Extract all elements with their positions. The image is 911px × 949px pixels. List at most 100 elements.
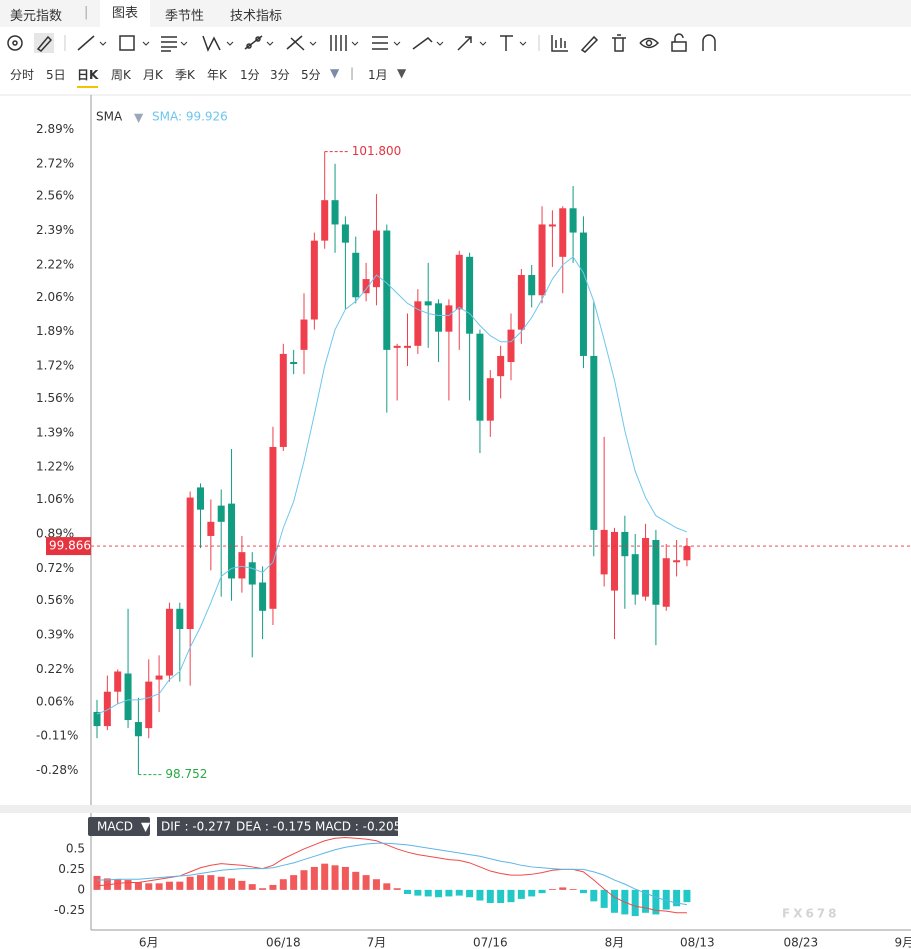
tool-icon[interactable] [77, 35, 107, 51]
candle-body [165, 608, 173, 676]
tool-icon[interactable] [372, 36, 401, 50]
tab-bar: 美元指数 | 图表 季节性 技术指标 [0, 0, 911, 27]
macd-bar [486, 889, 494, 903]
tool-icon[interactable] [34, 33, 54, 53]
watermark: FX678 [782, 907, 840, 921]
y-tick-label: 2.56% [36, 189, 74, 203]
macd-bar [259, 888, 267, 890]
macd-bar [165, 881, 173, 890]
macd-bar [538, 889, 546, 894]
candle-body [590, 355, 598, 530]
macd-bar [372, 879, 380, 890]
tab[interactable]: 技术指标 [230, 9, 283, 24]
y-tick-label: 2.39% [36, 223, 74, 237]
x-tick-label: 08/13 [680, 936, 715, 949]
macd-bar [517, 889, 525, 899]
macd-bar [404, 889, 411, 894]
macd-bar [145, 883, 153, 890]
y-tick-label: 0.72% [36, 561, 74, 575]
period-button[interactable]: 年K [207, 68, 227, 82]
tool-icon[interactable] [244, 35, 274, 50]
indicator-box [88, 817, 150, 836]
y-tick-label: 2.72% [36, 156, 74, 170]
y-tick-label: 0.25 [58, 862, 85, 876]
macd-bar [197, 875, 204, 890]
candle-body [683, 546, 691, 561]
y-tick-label: -0.28% [36, 763, 78, 777]
tab[interactable]: 季节性 [165, 9, 205, 24]
macd-bar [631, 889, 639, 917]
candle-body [528, 275, 536, 296]
candle-body [642, 537, 650, 597]
macd-bar [528, 889, 536, 897]
tool-icon[interactable] [161, 36, 188, 52]
macd-bar [455, 889, 463, 896]
macd-bar [93, 875, 101, 890]
tab[interactable]: 图表 [100, 0, 150, 27]
tool-icon[interactable] [639, 37, 660, 49]
macd-bar [124, 880, 132, 890]
period-button[interactable]: 1分 [240, 68, 260, 82]
tool-icon[interactable] [671, 33, 687, 52]
tool-icon[interactable] [702, 34, 716, 51]
separator: | [350, 66, 355, 80]
tool-icon[interactable] [119, 35, 150, 51]
tool-icon[interactable] [412, 37, 444, 50]
candle-body [476, 333, 484, 421]
period-button[interactable]: 周K [111, 68, 131, 82]
range-button[interactable]: 1月 [368, 68, 388, 82]
y-tick-label: 0.5 [66, 841, 85, 855]
x-tick-label: 9月 [894, 936, 911, 949]
y-tick-label: 1.06% [36, 492, 74, 506]
candle-body [300, 319, 308, 350]
tool-icon[interactable] [580, 35, 599, 53]
instrument-title: 美元指数 [10, 9, 63, 24]
tool-icon[interactable] [286, 35, 317, 51]
candle-body [466, 256, 474, 334]
y-tick-label: 2.22% [36, 257, 74, 271]
candle-body [259, 582, 267, 611]
indicator-value: SMA: 99.926 [152, 110, 228, 124]
period-button[interactable]: 日K [77, 66, 99, 88]
x-tick-label: 8月 [605, 936, 625, 949]
period-button[interactable]: 3分 [270, 68, 290, 82]
tool-icon[interactable] [551, 35, 568, 52]
candle-body [269, 446, 277, 609]
candle-body [600, 529, 608, 575]
candle-body [455, 254, 463, 310]
y-tick-label: -0.25 [54, 903, 85, 917]
macd-bar [683, 889, 691, 903]
tool-icon[interactable] [330, 35, 359, 51]
candle-body [93, 711, 101, 727]
macd-bar [310, 866, 318, 890]
tool-icon[interactable] [202, 35, 234, 52]
period-button[interactable]: 5日 [46, 68, 66, 82]
candle-body [548, 224, 556, 227]
period-button[interactable]: 季K [175, 68, 195, 82]
macd-bar [466, 889, 474, 898]
dropdown-arrow[interactable]: ▼ [397, 66, 407, 80]
x-tick-label: 06/18 [266, 936, 301, 949]
macd-bar [559, 887, 567, 890]
period-button[interactable]: 月K [143, 68, 163, 82]
y-tick-label: 1.89% [36, 324, 74, 338]
macd-bar [579, 889, 587, 894]
dropdown-arrow[interactable]: ▼ [330, 66, 340, 80]
macd-bar [424, 889, 432, 897]
tool-icon[interactable] [7, 35, 23, 51]
candle-body [279, 353, 287, 447]
y-tick-label: 0 [77, 882, 85, 896]
y-tick-label: 0.89% [36, 526, 74, 540]
candle-body [310, 240, 318, 320]
candle-body [445, 305, 453, 332]
tool-icon[interactable] [457, 36, 487, 51]
candle-body [341, 224, 349, 243]
tool-icon[interactable] [612, 34, 626, 52]
y-tick-label: 1.22% [36, 460, 74, 474]
candle-body [579, 232, 587, 356]
tool-icon[interactable] [500, 35, 527, 51]
macd-bar [652, 889, 660, 915]
period-button[interactable]: 5分 [301, 68, 321, 82]
period-button[interactable]: 分时 [10, 68, 35, 82]
